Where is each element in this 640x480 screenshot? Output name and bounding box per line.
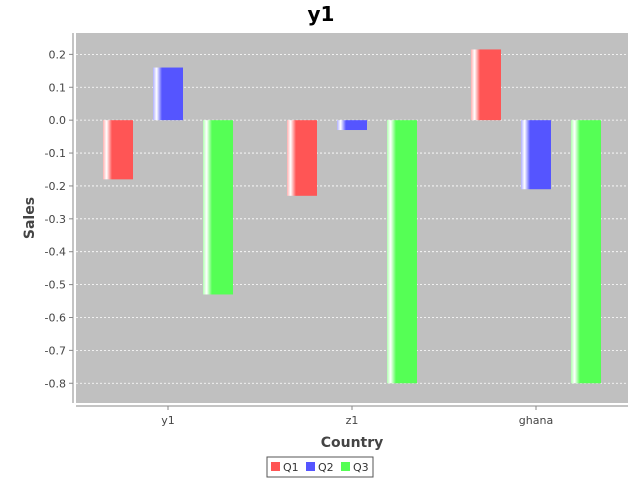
bar-y1-Q2 — [153, 67, 183, 121]
bar-y1-Q1 — [103, 120, 133, 180]
legend-swatch-Q1 — [271, 462, 280, 471]
y-tick-label: 0.0 — [49, 114, 67, 127]
y-tick-label: -0.3 — [45, 213, 66, 226]
bar-ghana-Q3 — [571, 120, 601, 384]
bar-z1-Q2 — [337, 120, 367, 131]
y-tick-label: -0.4 — [45, 246, 66, 259]
x-tick-label: z1 — [346, 414, 359, 427]
y-tick-labels: 0.2 0.1 0.0 -0.1 -0.2 -0.3 -0.4 -0.5 -0.6 -0.7 -0.… — [45, 48, 73, 390]
y-tick-label: -0.8 — [45, 377, 66, 390]
y-tick-label: -0.7 — [45, 344, 66, 357]
x-tick-label: ghana — [519, 414, 553, 427]
legend-swatch-Q2 — [306, 462, 315, 471]
y-tick-label: -0.2 — [45, 180, 66, 193]
legend-swatch-Q3 — [341, 462, 350, 471]
bar-z1-Q3 — [387, 120, 417, 384]
bar-z1-Q1 — [287, 120, 317, 196]
bar-ghana-Q1 — [471, 49, 501, 121]
legend: Q1 Q2 Q3 — [266, 456, 374, 478]
bars — [103, 49, 601, 384]
y-tick-label: -0.6 — [45, 311, 66, 324]
y-tick-label: 0.1 — [49, 81, 67, 94]
legend-label-Q3: Q3 — [353, 461, 369, 474]
legend-label-Q1: Q1 — [283, 461, 299, 474]
chart-title: y1 — [308, 2, 335, 26]
bar-ghana-Q2 — [521, 120, 551, 190]
legend-label-Q2: Q2 — [318, 461, 334, 474]
x-axis-label: Country — [321, 435, 384, 451]
bar-y1-Q3 — [203, 120, 233, 295]
x-tick-label: y1 — [161, 414, 175, 427]
y-axis-label: Sales — [22, 197, 38, 239]
y-tick-label: 0.2 — [49, 48, 67, 61]
y-tick-label: -0.5 — [45, 279, 66, 292]
x-tick-labels: y1 z1 ghana — [161, 406, 553, 427]
y-tick-label: -0.1 — [45, 147, 66, 160]
